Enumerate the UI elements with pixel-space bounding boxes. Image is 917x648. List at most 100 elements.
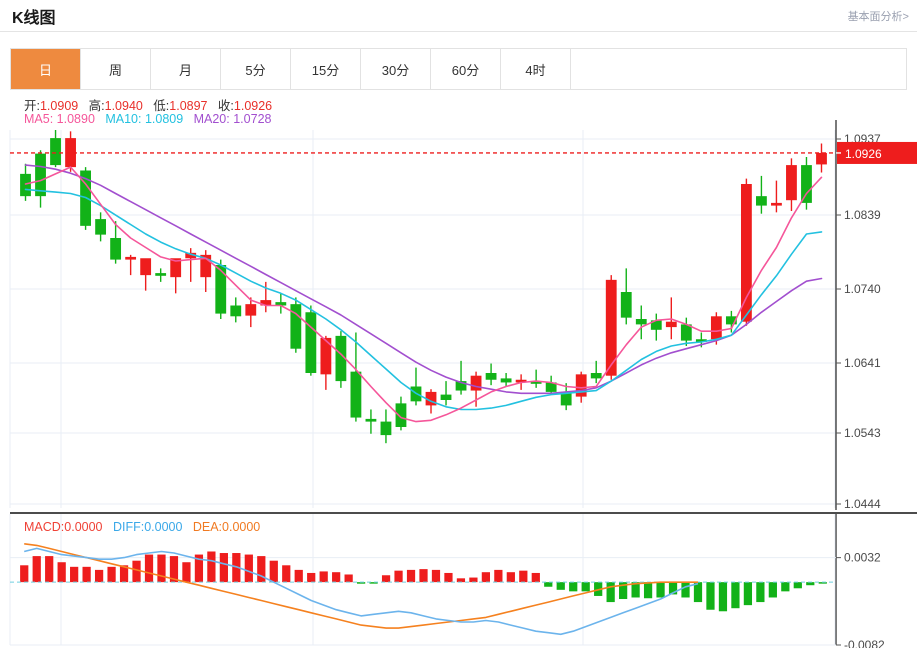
tab-4[interactable]: 15分 <box>291 49 361 89</box>
macd-bar <box>82 566 91 583</box>
candle-body[interactable] <box>710 316 722 340</box>
candle-body[interactable] <box>95 219 107 235</box>
candle-body[interactable] <box>185 252 197 259</box>
candle-body[interactable] <box>455 381 467 391</box>
candle-body[interactable] <box>771 202 782 206</box>
candle-body[interactable] <box>215 265 227 314</box>
candle-body[interactable] <box>740 184 752 322</box>
macd-bar <box>244 554 253 583</box>
candle-body[interactable] <box>245 304 257 316</box>
candle-body[interactable] <box>545 382 557 392</box>
candle-body[interactable] <box>320 337 332 375</box>
candle-body[interactable] <box>500 378 512 383</box>
candle-body[interactable] <box>590 373 602 379</box>
tab-2[interactable]: 月 <box>151 49 221 89</box>
tab-6[interactable]: 60分 <box>431 49 501 89</box>
ma20-value: 1.0728 <box>233 112 272 126</box>
candle-body[interactable] <box>470 375 482 391</box>
candle-body[interactable] <box>155 273 167 276</box>
tab-3[interactable]: 5分 <box>221 49 291 89</box>
candle-body[interactable] <box>230 305 242 317</box>
macd-bar <box>444 572 453 583</box>
candle-body[interactable] <box>665 321 677 328</box>
macd-bar <box>207 551 216 583</box>
diff-line <box>24 547 699 636</box>
macd-bar <box>294 569 303 583</box>
candle-body[interactable] <box>485 373 497 380</box>
macd-tick-label-0: 0.0032 <box>844 551 881 565</box>
macd-bar <box>344 574 353 583</box>
dea-label: DEA: <box>192 520 223 534</box>
candle-body[interactable] <box>695 339 707 342</box>
macd-readout: MACD:0.0000 DIFF:0.0000 DEA:0.0000 <box>24 520 260 534</box>
macd-bar <box>456 578 466 583</box>
candle-body[interactable] <box>635 319 647 325</box>
candle-body[interactable] <box>125 256 137 260</box>
candle-body[interactable] <box>816 152 827 165</box>
candle-body[interactable] <box>395 403 407 427</box>
macd-value: 0.0000 <box>64 520 103 534</box>
candle-body[interactable] <box>350 371 362 418</box>
candle-body[interactable] <box>786 165 797 201</box>
macd-bar <box>194 554 204 583</box>
candle-body[interactable] <box>275 302 287 306</box>
candle-body[interactable] <box>305 312 317 373</box>
tab-5[interactable]: 30分 <box>361 49 431 89</box>
current-price-badge <box>837 141 917 164</box>
candle-body[interactable] <box>50 138 61 166</box>
macd-bar <box>57 562 66 583</box>
candle-body[interactable] <box>110 238 122 260</box>
macd-bar <box>681 582 690 598</box>
candle-body[interactable] <box>380 421 392 436</box>
macd-bar <box>494 569 503 583</box>
ma20-line <box>24 164 823 395</box>
macd-bar <box>282 565 291 583</box>
candle-body[interactable] <box>65 138 76 168</box>
candle-body[interactable] <box>290 304 302 349</box>
candle-body[interactable] <box>680 324 692 341</box>
macd-bar <box>70 566 79 583</box>
candle-body[interactable] <box>725 316 737 325</box>
ma-readout: MA5: 1.0890 MA10: 1.0809 MA20: 1.0728 <box>24 112 271 126</box>
candle-body[interactable] <box>200 254 212 278</box>
fundamental-analysis-link[interactable]: 基本面分析> <box>847 11 909 23</box>
candle-body[interactable] <box>365 418 377 422</box>
macd-bar <box>718 582 728 612</box>
candle-body[interactable] <box>140 258 152 276</box>
macd-bar <box>307 572 316 583</box>
ma10-line <box>24 188 823 411</box>
close-value: 1.0926 <box>233 99 273 113</box>
macd-label: MACD: <box>24 520 65 534</box>
tab-0[interactable]: 日 <box>11 49 81 89</box>
candle-body[interactable] <box>575 374 587 397</box>
high-value: 1.0940 <box>104 99 143 113</box>
tab-7[interactable]: 4时 <box>501 49 571 89</box>
candle-body[interactable] <box>756 196 767 206</box>
candle-body[interactable] <box>620 292 632 318</box>
tab-1[interactable]: 周 <box>81 49 151 89</box>
page-header: K线图 基本面分析> <box>0 0 917 32</box>
candle-body[interactable] <box>530 381 542 384</box>
candle-body[interactable] <box>170 258 182 278</box>
candle-body[interactable] <box>605 279 617 376</box>
current-price-label: 1.0926 <box>845 147 882 161</box>
macd-bar <box>706 582 715 610</box>
candle-body[interactable] <box>560 391 572 406</box>
candle-body[interactable] <box>515 379 527 383</box>
candle-body[interactable] <box>260 300 272 306</box>
candle-body[interactable] <box>440 394 452 400</box>
macd-bar <box>94 569 104 583</box>
candle-body[interactable] <box>20 173 31 197</box>
macd-bar <box>431 569 441 583</box>
candle-body[interactable] <box>335 335 347 382</box>
macd-bar <box>182 562 191 583</box>
candle-body[interactable] <box>35 153 46 197</box>
candle-body[interactable] <box>801 165 812 203</box>
candle-body[interactable] <box>425 391 437 406</box>
macd-bar <box>506 572 515 583</box>
candle-body[interactable] <box>650 320 662 330</box>
macd-bar <box>481 572 491 583</box>
macd-bar <box>169 556 179 583</box>
ma5-value: 1.0890 <box>56 112 95 126</box>
